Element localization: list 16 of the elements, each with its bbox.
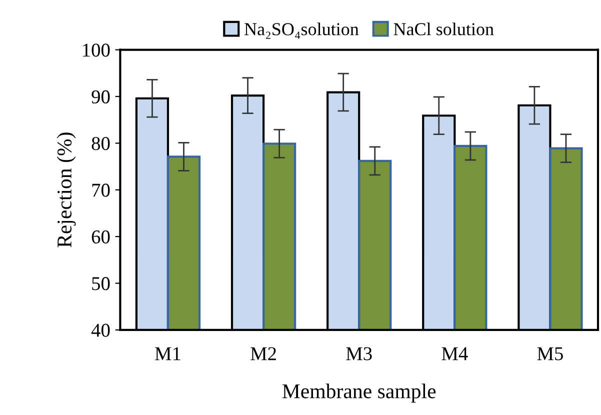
y-tick-label: 50 <box>92 277 110 290</box>
legend-label: Na₂SO₄solution <box>244 22 359 39</box>
y-tick-label: 60 <box>92 230 110 244</box>
y-tick-label: 80 <box>92 136 110 150</box>
y-tick-label: 70 <box>92 184 110 197</box>
x-tick-label: M5 <box>537 347 563 360</box>
x-axis-title: Membrane sample <box>282 384 436 403</box>
x-tick-label: M2 <box>250 347 276 360</box>
x-tick-label: M1 <box>155 347 180 360</box>
x-tick-label: M3 <box>346 347 372 360</box>
x-tick-label: M4 <box>442 347 468 360</box>
y-tick-label: 100 <box>83 44 110 57</box>
y-tick-label: 40 <box>91 324 110 337</box>
y-axis-title: Rejection (%) <box>56 132 76 248</box>
y-tick-label: 90 <box>92 90 110 104</box>
legend-label: NaCl solution <box>394 22 494 36</box>
